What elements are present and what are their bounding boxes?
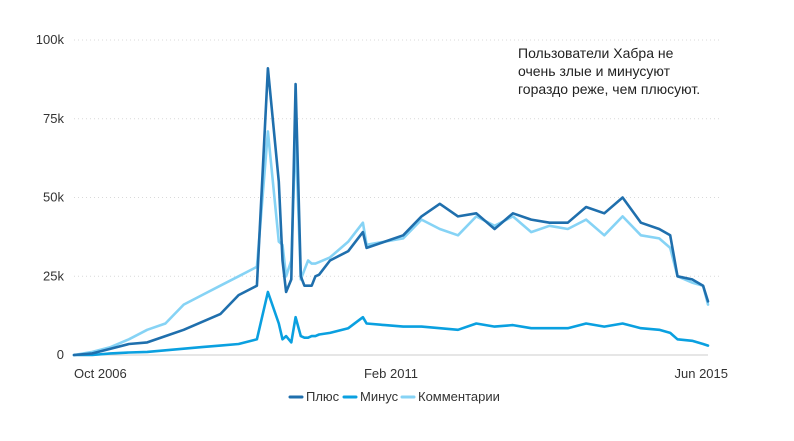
legend-label: Минус (360, 389, 399, 404)
chart-annotation: Пользователи Хабра не очень злые и минус… (518, 45, 701, 97)
x-tick-label: Jun 2015 (675, 366, 729, 381)
series-line-plus (72, 67, 710, 357)
y-tick-label: 0 (57, 347, 64, 362)
y-tick-label: 50k (43, 190, 64, 205)
legend-label: Комментарии (418, 389, 500, 404)
x-tick-label: Feb 2011 (364, 366, 418, 381)
y-tick-label: 100k (36, 32, 65, 47)
x-tick-label: Oct 2006 (74, 366, 127, 381)
legend-label: Плюс (306, 389, 340, 404)
series-line-comments (72, 130, 710, 357)
series-line-minus (72, 290, 710, 357)
y-tick-label: 75k (43, 111, 64, 126)
y-tick-label: 25k (43, 268, 64, 283)
